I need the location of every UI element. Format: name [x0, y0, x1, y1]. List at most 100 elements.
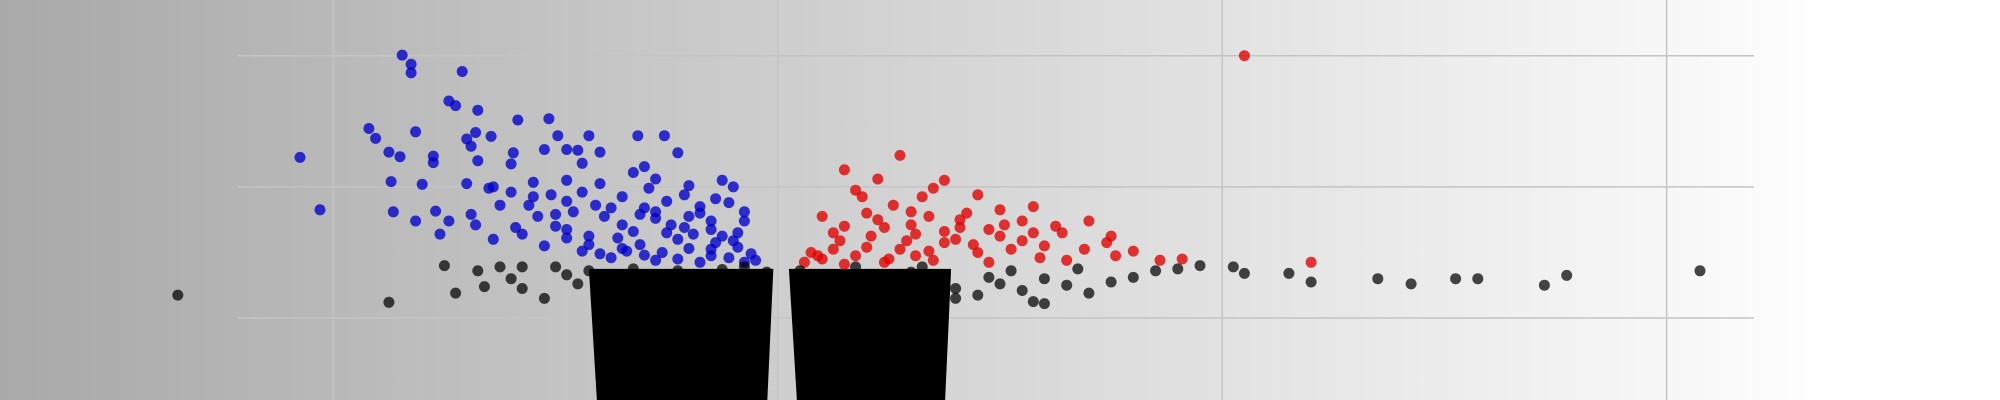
- data-point-up: [894, 149, 906, 161]
- data-point-up: [905, 206, 917, 218]
- data-point-not-significant: [438, 260, 450, 272]
- data-point-down: [512, 114, 524, 126]
- data-point-down: [705, 224, 717, 235]
- data-point-down: [665, 219, 677, 231]
- data-point-down: [672, 253, 684, 265]
- data-point-down: [465, 208, 477, 220]
- data-point-down: [487, 233, 499, 245]
- data-point-not-significant: [883, 294, 895, 306]
- data-point-down: [738, 215, 750, 227]
- data-point-down: [527, 176, 539, 188]
- data-point-not-significant: [1083, 287, 1095, 299]
- data-point-not-significant: [1105, 276, 1117, 288]
- data-point-up: [861, 241, 873, 253]
- data-point-not-significant: [1061, 279, 1073, 291]
- data-point-up: [872, 214, 884, 226]
- data-point-not-significant: [561, 269, 573, 281]
- dense-point-cluster: [788, 268, 952, 400]
- data-point-not-significant: [505, 273, 517, 285]
- data-point-down: [627, 226, 639, 237]
- data-point-down: [550, 208, 562, 220]
- data-point-down: [594, 248, 606, 260]
- data-point-not-significant: [983, 271, 995, 283]
- data-point-not-significant: [627, 271, 639, 283]
- data-point-down: [632, 130, 644, 142]
- data-point-down: [385, 176, 397, 188]
- data-point-down: [643, 182, 655, 194]
- data-point-up: [1176, 253, 1188, 265]
- data-point-not-significant: [683, 271, 695, 283]
- data-point-up: [916, 191, 928, 203]
- data-point-down: [727, 181, 739, 193]
- data-point-down: [661, 195, 673, 207]
- data-point-down: [465, 140, 477, 152]
- data-point-down: [472, 155, 484, 167]
- data-point-not-significant: [1038, 273, 1050, 285]
- data-point-up: [1005, 243, 1017, 255]
- data-point-not-significant: [650, 289, 662, 301]
- data-point-up: [910, 250, 922, 262]
- data-point-up: [983, 224, 995, 235]
- data-point-down: [638, 202, 650, 214]
- data-point-down: [363, 123, 375, 134]
- data-point-not-significant: [1372, 273, 1384, 285]
- data-point-not-significant: [727, 291, 739, 303]
- data-point-down: [561, 232, 573, 244]
- data-point-not-significant: [798, 285, 810, 296]
- data-point-down: [687, 228, 699, 240]
- data-point-up: [827, 243, 839, 255]
- data-point-down: [672, 233, 684, 245]
- data-point-down: [314, 204, 326, 216]
- data-point-not-significant: [1238, 267, 1250, 279]
- data-point-up: [861, 207, 873, 219]
- data-points: [172, 49, 1706, 400]
- data-point-up: [1027, 227, 1039, 239]
- data-point-down: [410, 215, 422, 227]
- data-point-down: [472, 104, 484, 116]
- data-point-up: [865, 230, 877, 242]
- data-point-up: [905, 219, 917, 231]
- data-point-up: [1078, 243, 1090, 255]
- data-point-down: [494, 199, 506, 211]
- data-point-down: [678, 189, 690, 201]
- data-point-not-significant: [472, 265, 484, 277]
- data-point-down: [538, 144, 550, 155]
- data-point-not-significant: [750, 269, 762, 281]
- data-point-not-significant: [994, 278, 1006, 290]
- data-point-up: [901, 235, 913, 247]
- data-point-down: [416, 178, 428, 190]
- data-point-down: [594, 146, 606, 158]
- data-point-not-significant: [1405, 278, 1417, 290]
- data-point-up: [938, 226, 950, 237]
- data-point-up: [950, 233, 962, 245]
- data-point-up: [887, 199, 899, 211]
- data-point-up: [1305, 256, 1317, 268]
- data-point-down: [638, 249, 650, 261]
- data-point-down: [683, 180, 695, 192]
- data-point-not-significant: [383, 296, 395, 308]
- data-point-up: [827, 227, 839, 239]
- data-point-down: [658, 130, 670, 142]
- data-point-up: [972, 189, 984, 201]
- data-point-down: [383, 146, 395, 158]
- data-point-down: [621, 245, 633, 257]
- data-point-not-significant: [1450, 273, 1462, 285]
- data-point-up: [838, 164, 850, 176]
- data-point-down: [552, 130, 564, 142]
- data-point-down: [583, 130, 595, 142]
- data-point-up: [1127, 245, 1139, 257]
- data-point-not-significant: [516, 261, 528, 273]
- data-point-up: [923, 210, 935, 222]
- data-point-up: [1083, 215, 1095, 227]
- data-point-not-significant: [1305, 276, 1317, 288]
- data-point-down: [550, 220, 562, 232]
- data-point-not-significant: [927, 274, 939, 286]
- data-point-down: [583, 230, 595, 242]
- data-point-down: [572, 144, 584, 156]
- data-point-not-significant: [1561, 269, 1573, 281]
- data-point-down: [294, 151, 306, 163]
- data-point-down: [723, 252, 735, 264]
- data-point-not-significant: [850, 261, 862, 273]
